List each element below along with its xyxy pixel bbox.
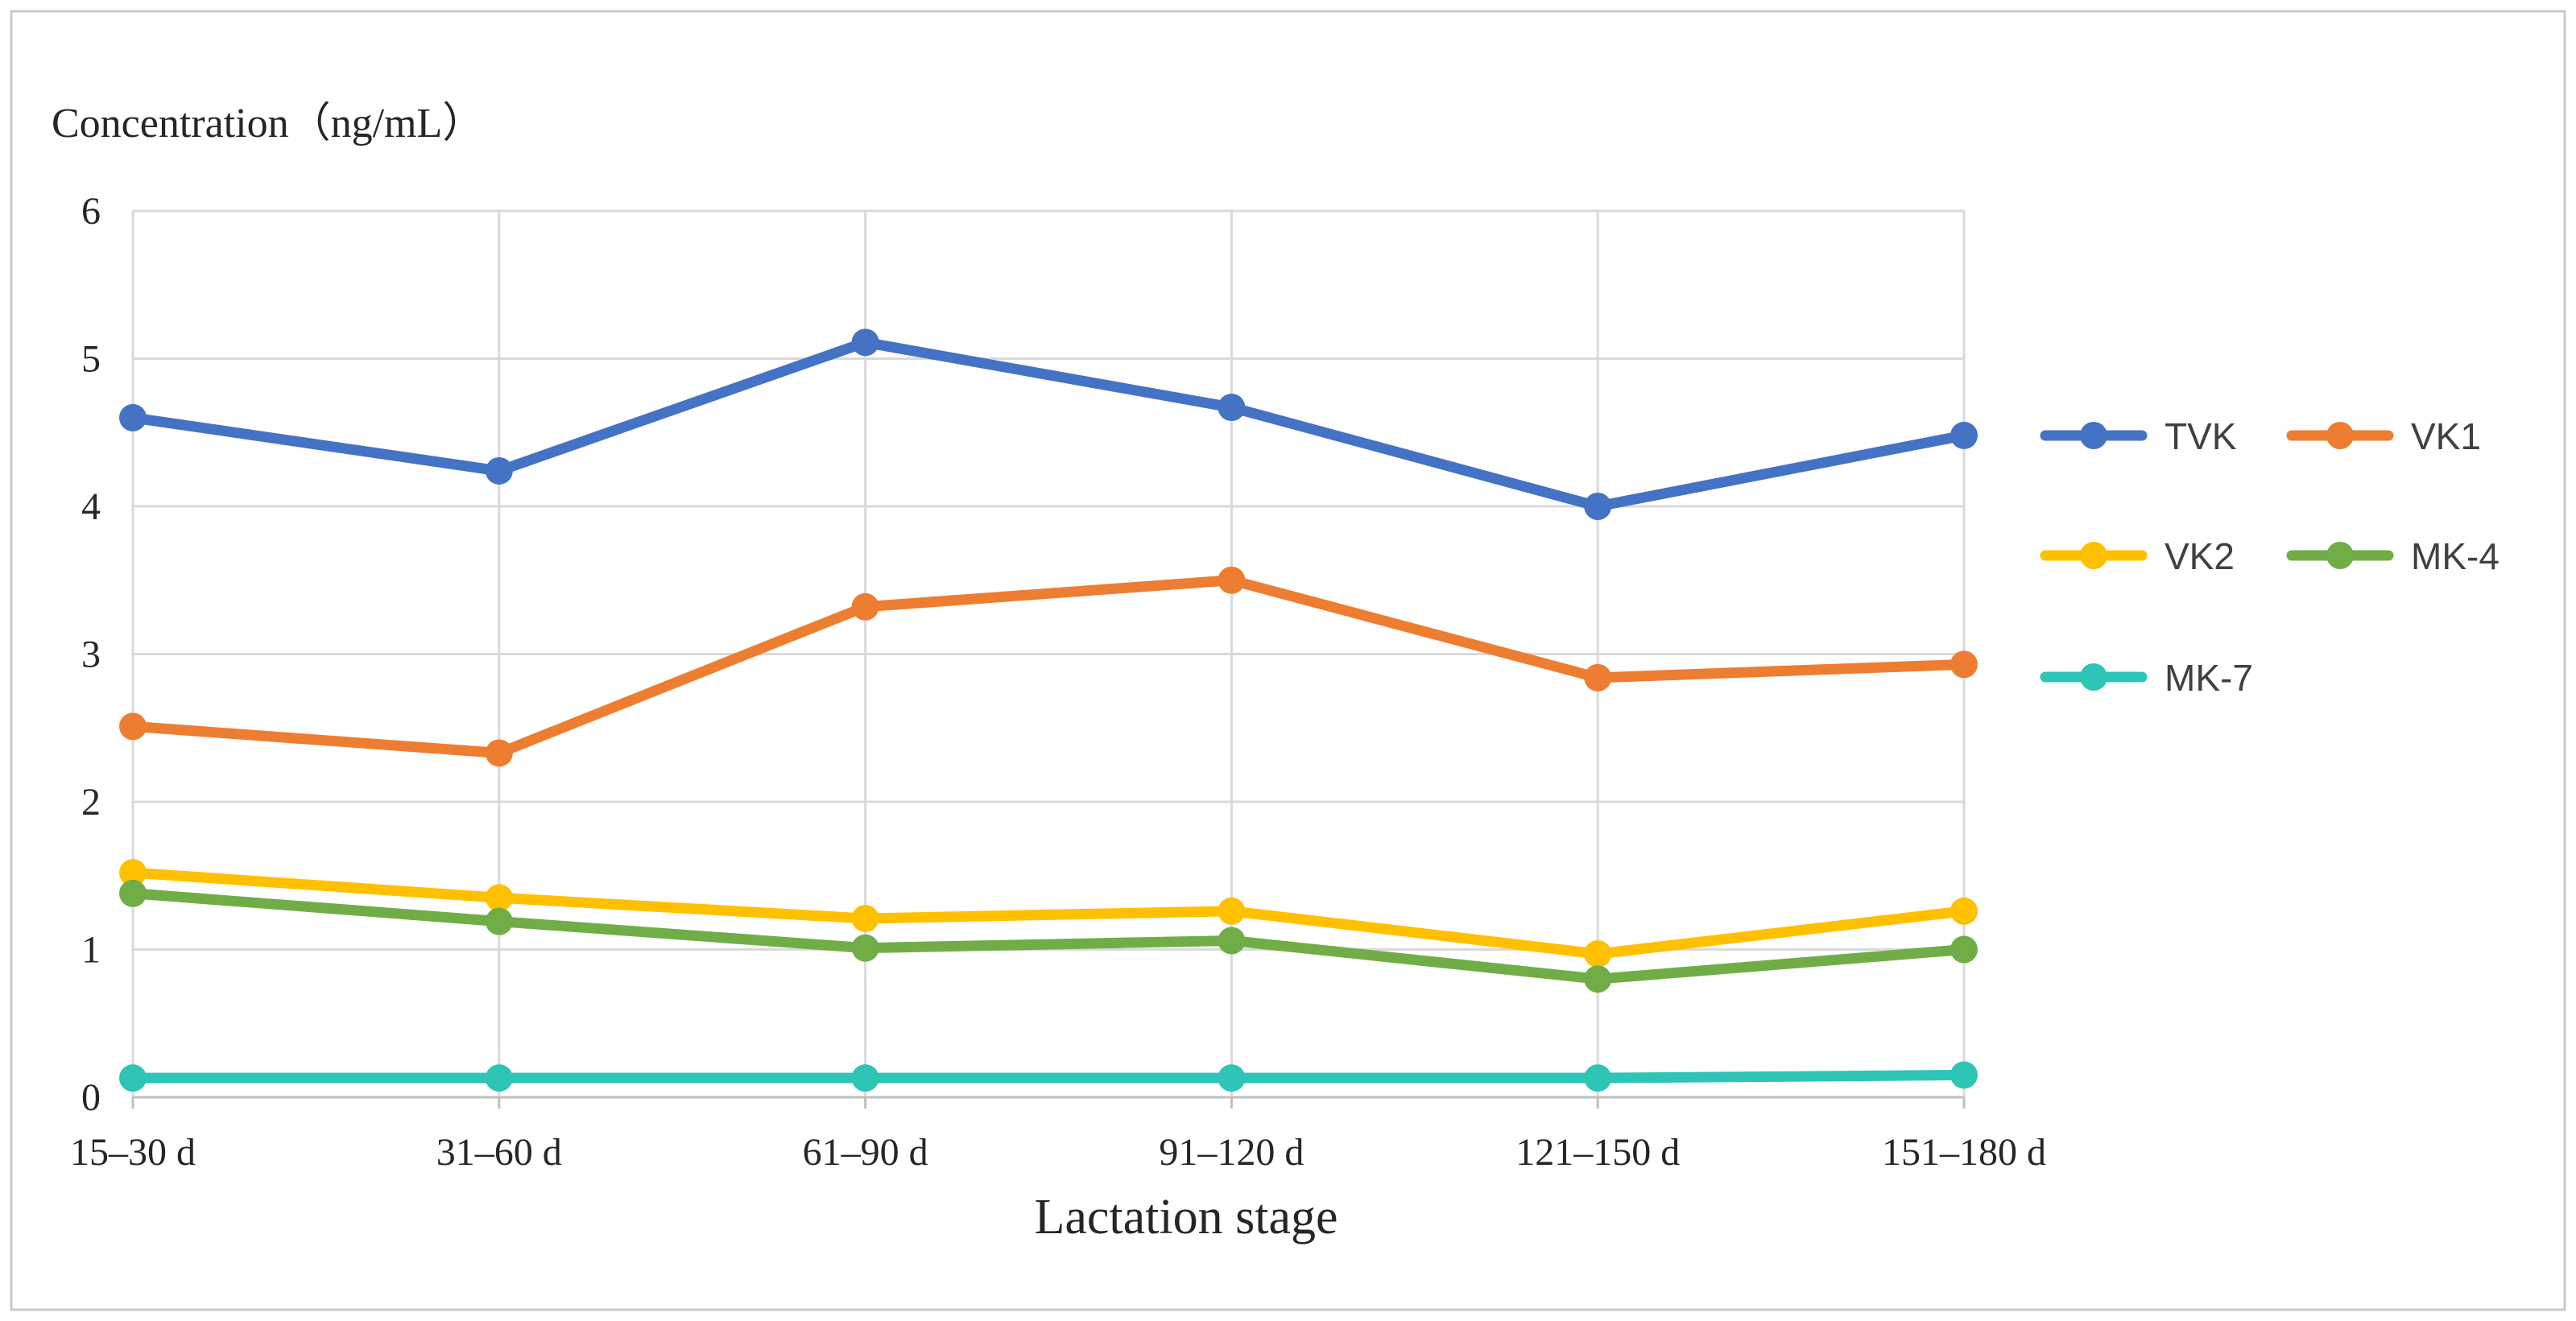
legend-swatch-marker xyxy=(2080,422,2107,449)
data-point xyxy=(1218,394,1246,422)
x-axis: 15–30 d 31–60 d 61–90 d 91–120 d 121–150 d 15… xyxy=(70,1096,2046,1174)
series-vk2 xyxy=(119,859,1978,968)
data-point xyxy=(1950,935,1978,964)
legend-swatch-marker xyxy=(2326,542,2354,569)
x-axis-title: Lactation stage xyxy=(1035,1190,1338,1245)
series-tvk xyxy=(119,328,1978,520)
data-point xyxy=(1584,965,1612,993)
y-tick-label: 5 xyxy=(81,338,101,381)
series-line-vk2 xyxy=(127,867,1970,960)
data-point xyxy=(119,859,147,887)
data-point xyxy=(119,879,147,907)
y-tick-label: 6 xyxy=(81,190,101,233)
y-tick-label: 3 xyxy=(81,634,101,676)
chart-border xyxy=(10,10,2566,1311)
data-point xyxy=(1950,650,1978,679)
y-tick-label: 4 xyxy=(81,485,101,528)
data-point xyxy=(485,739,513,767)
legend: TVK VK1 VK2 MK-4 MK-7 xyxy=(2040,415,2500,699)
data-point xyxy=(485,456,513,485)
data-point xyxy=(1218,927,1246,955)
legend-label: MK-7 xyxy=(2165,657,2253,699)
data-point xyxy=(485,884,513,912)
data-point xyxy=(485,907,513,935)
data-point xyxy=(119,712,147,741)
data-point xyxy=(1218,1064,1246,1092)
y-axis-title: Concentration（ng/mL） xyxy=(52,101,484,147)
legend-label: MK-4 xyxy=(2411,535,2500,577)
data-point xyxy=(1584,1064,1612,1092)
data-point xyxy=(1584,663,1612,691)
legend-item-mk-4: MK-4 xyxy=(2286,535,2500,577)
x-tick-label: 151–180 d xyxy=(1882,1131,2046,1174)
x-tick-label: 15–30 d xyxy=(70,1131,196,1174)
series xyxy=(119,328,1978,1092)
legend-item-tvk: TVK xyxy=(2040,415,2237,457)
y-tick-label: 0 xyxy=(81,1076,101,1119)
y-tick-label: 1 xyxy=(81,929,101,972)
legend-label: TVK xyxy=(2165,415,2237,457)
data-point xyxy=(851,904,879,932)
data-point xyxy=(1950,1061,1978,1089)
data-point xyxy=(851,1064,879,1092)
series-line-tvk xyxy=(127,336,1970,512)
data-point xyxy=(1584,940,1612,968)
x-tick-label: 121–150 d xyxy=(1515,1131,1680,1174)
y-tick-label: 2 xyxy=(81,781,101,824)
series-mk-4 xyxy=(119,879,1978,993)
data-point xyxy=(851,934,879,962)
series-vk1 xyxy=(119,566,1978,767)
x-tick-label: 31–60 d xyxy=(436,1131,562,1174)
y-axis: 0 1 2 3 4 5 6 xyxy=(81,190,101,1119)
data-point xyxy=(851,592,879,621)
data-point xyxy=(1950,897,1978,925)
data-point xyxy=(1584,493,1612,520)
legend-swatch-marker xyxy=(2080,542,2107,569)
legend-item-vk1: VK1 xyxy=(2286,415,2481,457)
legend-label: VK1 xyxy=(2411,415,2481,457)
series-line-vk1 xyxy=(127,575,1970,758)
x-tick-label: 91–120 d xyxy=(1159,1131,1304,1174)
data-point xyxy=(1950,421,1978,449)
legend-swatch-marker xyxy=(2080,663,2107,691)
legend-swatch-marker xyxy=(2326,422,2354,449)
series-line-mk-7 xyxy=(127,1069,1970,1084)
data-point xyxy=(851,328,879,357)
series-mk-7 xyxy=(119,1061,1978,1092)
x-tick-label: 61–90 d xyxy=(803,1131,928,1174)
data-point xyxy=(1218,897,1246,925)
data-point xyxy=(119,1064,147,1092)
data-point xyxy=(1218,566,1246,594)
series-line-mk-4 xyxy=(127,888,1970,985)
legend-item-mk-7: MK-7 xyxy=(2040,657,2253,699)
data-point xyxy=(485,1064,513,1092)
legend-item-vk2: VK2 xyxy=(2040,535,2235,577)
data-point xyxy=(119,403,147,431)
legend-label: VK2 xyxy=(2165,535,2235,577)
